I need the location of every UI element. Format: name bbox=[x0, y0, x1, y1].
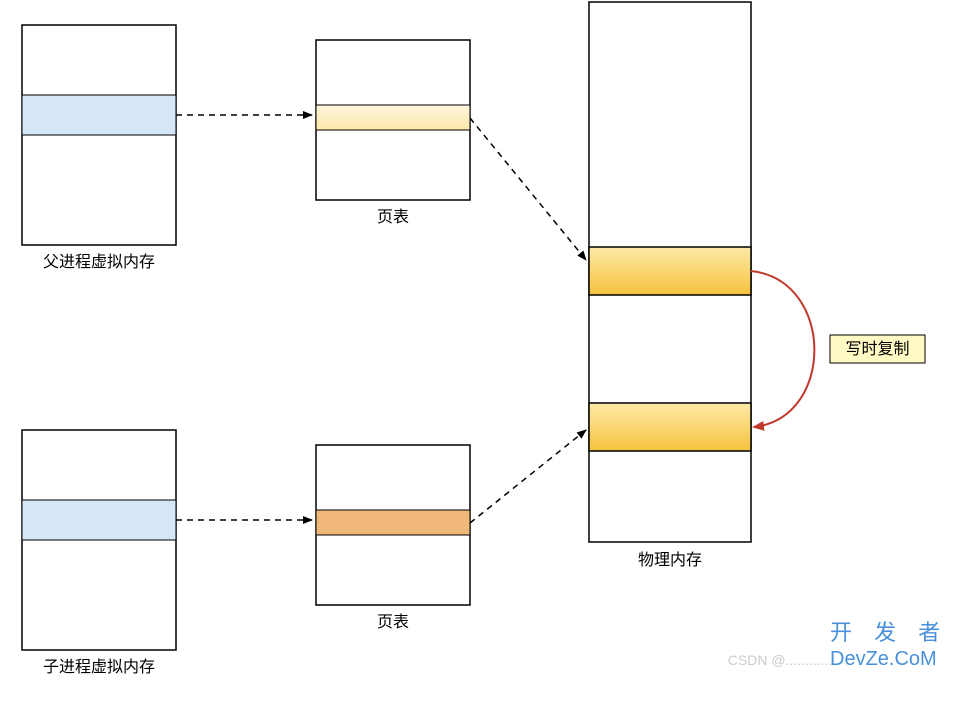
csdn-watermark: CSDN @............ bbox=[728, 652, 832, 668]
physical-memory-box bbox=[589, 2, 751, 542]
page-table-bottom-label: 页表 bbox=[377, 613, 409, 631]
parent-vm-box bbox=[22, 25, 176, 245]
watermark-line2: DevZe.CoM bbox=[830, 648, 937, 670]
cow-label: 写时复制 bbox=[845, 340, 909, 358]
dashed-arrow bbox=[470, 430, 586, 523]
child-vm-label: 子进程虚拟内存 bbox=[43, 658, 155, 676]
dashed-arrow bbox=[470, 118, 586, 260]
page-table-bottom-box bbox=[316, 445, 470, 605]
watermark-line1: 开 发 者 bbox=[830, 620, 948, 645]
parent-vm-label: 父进程虚拟内存 bbox=[43, 253, 155, 271]
page-table-top-label: 页表 bbox=[377, 208, 409, 226]
physical-memory-label: 物理内存 bbox=[638, 551, 702, 569]
copy-on-write-arrow bbox=[751, 271, 814, 427]
child-vm-box bbox=[22, 430, 176, 650]
cow-tag: 写时复制 bbox=[830, 335, 925, 363]
page-table-top-box bbox=[316, 40, 470, 200]
